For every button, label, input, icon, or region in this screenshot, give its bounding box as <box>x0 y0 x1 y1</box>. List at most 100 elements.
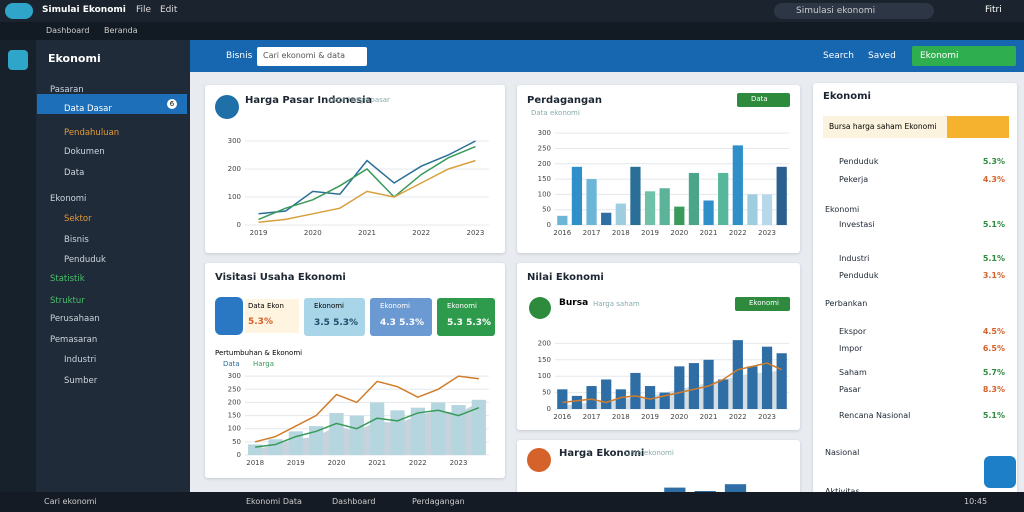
y-tick-label: 150 <box>538 175 551 183</box>
sidebar-item: Dokumen <box>64 147 105 157</box>
kpi-card: Ekonomi 3.5 5.3% <box>304 298 365 336</box>
bar <box>688 363 700 409</box>
bar <box>718 172 729 225</box>
primary-button[interactable]: Ekonomi <box>912 46 1016 66</box>
line <box>258 140 476 215</box>
bar <box>557 215 568 225</box>
chat-button[interactable] <box>984 456 1016 488</box>
row-value: 5.7% <box>982 368 1005 377</box>
panel-title: Perdagangan <box>527 95 602 106</box>
menu[interactable]: File <box>136 5 152 15</box>
y-tick-label: 50 <box>232 438 241 446</box>
y-tick-label: 0 <box>547 405 551 413</box>
subtitle: Harga saham <box>593 300 640 308</box>
x-tick-label: 2019 <box>641 413 659 421</box>
taskbar-app[interactable]: Dashboard <box>332 497 376 506</box>
y-tick-label: 200 <box>228 398 241 406</box>
clock: 10:45 <box>964 497 988 506</box>
bar <box>674 366 685 409</box>
bar <box>688 172 700 225</box>
y-tick-label: 0 <box>237 451 241 459</box>
x-tick-label: 2021 <box>700 413 718 421</box>
banner-button[interactable] <box>947 116 1009 138</box>
row-value: 8.3% <box>982 385 1005 394</box>
button-text: Ekonomi <box>920 51 959 61</box>
row-value: 5.1% <box>982 254 1005 263</box>
bar <box>761 194 773 225</box>
selected-item[interactable] <box>37 94 187 114</box>
x-tick-label: 2018 <box>612 413 630 421</box>
bar <box>630 372 641 409</box>
bar <box>390 410 405 455</box>
icon <box>527 448 551 472</box>
title-bar: Simulai Ekonomi File Edit Simulasi ekono… <box>0 0 1024 22</box>
sidebar-item: Data <box>64 168 85 178</box>
row-label: Penduduk <box>839 271 879 280</box>
kpi-value: 3.5 5.3% <box>314 318 359 328</box>
x-tick-label: 2022 <box>409 459 427 467</box>
y-tick-label: 100 <box>228 425 241 433</box>
bar <box>601 212 612 225</box>
line <box>255 406 480 448</box>
y-tick-label: 300 <box>228 372 241 380</box>
tab[interactable]: Beranda <box>104 26 138 35</box>
bar <box>761 346 773 409</box>
link[interactable]: Search <box>823 51 854 61</box>
icon[interactable] <box>8 50 28 70</box>
button-text: Ekonomi <box>749 299 779 307</box>
row-label: Pekerja <box>839 175 869 184</box>
tab[interactable]: Dashboard <box>46 26 90 35</box>
x-tick-label: 2021 <box>368 459 386 467</box>
legend: Data <box>223 360 240 368</box>
x-tick-label: 2017 <box>583 229 601 237</box>
sidebar-item: Penduduk <box>64 255 106 265</box>
link[interactable]: Saved <box>868 51 896 61</box>
taskbar: Cari ekonomi Ekonomi Data Dashboard Perd… <box>0 492 1024 512</box>
bar <box>451 405 466 455</box>
bar <box>410 407 425 455</box>
x-tick-label: 2020 <box>304 229 322 237</box>
kpi-card: Ekonomi 5.3 5.3% <box>437 298 495 336</box>
row-value: 4.5% <box>982 327 1005 336</box>
panel: Perdagangan Data ekonomi Data 0 50 100 150 2… <box>517 85 800 253</box>
sidebar-item: Bisnis <box>64 235 89 245</box>
taskbar-app[interactable]: Perdagangan <box>412 497 465 506</box>
bar <box>557 389 568 409</box>
row-label: Investasi <box>839 220 875 229</box>
x-tick-label: 2023 <box>758 229 776 237</box>
chart: 0 50 100 150 200 250 300 2016 2017 2018 2019 2020 20… <box>538 129 789 237</box>
bar <box>732 340 743 409</box>
menu[interactable]: Edit <box>160 5 178 15</box>
sidebar-item: Pemasaran <box>50 335 98 345</box>
button[interactable]: Ekonomi <box>735 297 790 311</box>
search-box[interactable]: Simulasi ekonomi <box>774 3 934 19</box>
sidebar-item: Sektor <box>64 214 92 224</box>
bar <box>571 395 583 409</box>
search-input[interactable]: Cari ekonomi & data <box>257 47 367 66</box>
row-label: Ekspor <box>839 327 867 336</box>
bar <box>732 145 743 225</box>
bar <box>248 444 263 455</box>
row-value: 5.3% <box>982 157 1005 166</box>
panel-title: Visitasi Usaha Ekonomi <box>215 272 346 283</box>
x-tick-label: 2018 <box>246 459 264 467</box>
toolbar-title: Bisnis <box>226 51 253 61</box>
x-tick-label: 2023 <box>467 229 485 237</box>
side-panel: Ekonomi Bursa harga saham Ekonomi Pendud… <box>813 83 1017 503</box>
line <box>258 159 476 223</box>
button[interactable]: Data <box>737 93 790 107</box>
legend: Harga <box>253 360 275 368</box>
panel-title: Harga Ekonomi <box>559 448 645 459</box>
sidebar-item: Pendahuluan <box>64 128 120 138</box>
row-value: 5.1% <box>982 220 1005 229</box>
sidebar-item: Industri <box>64 355 97 365</box>
taskbar-app[interactable]: Ekonomi Data <box>246 497 302 506</box>
bar <box>586 179 597 225</box>
taskbar-search[interactable]: Cari ekonomi <box>44 497 97 506</box>
kpi-card: Data Ekon 5.3% <box>245 299 299 333</box>
row-value: 6.5% <box>982 344 1005 353</box>
row-label: Nasional <box>825 448 860 457</box>
sidebar-item: Struktur <box>50 296 85 306</box>
bar <box>703 200 714 225</box>
